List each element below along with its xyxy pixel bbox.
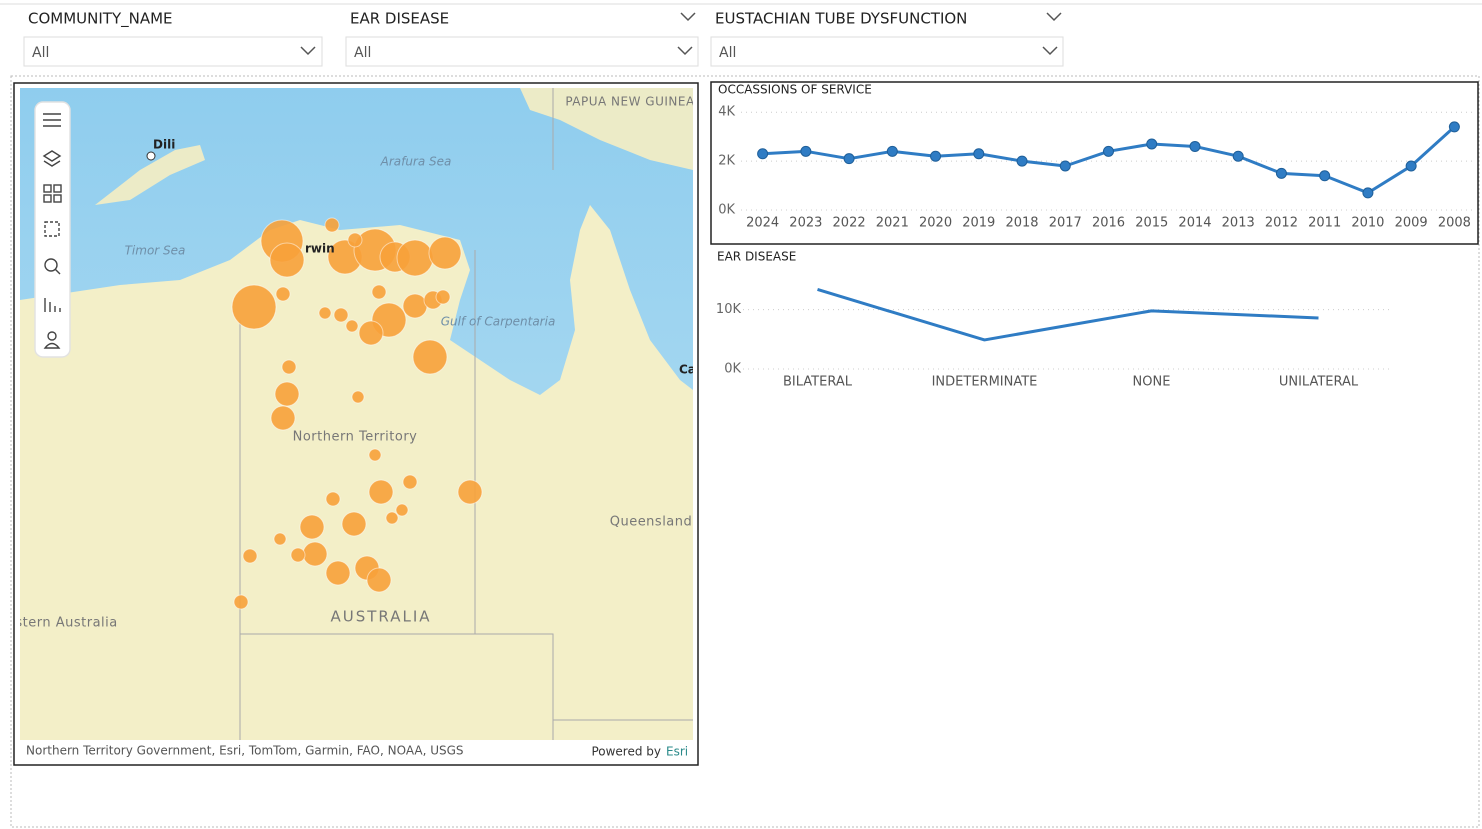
chart-title: OCCASSIONS OF SERVICE	[718, 83, 872, 97]
x-tick-label: 2023	[789, 216, 822, 231]
map-label: AUSTRALIA	[330, 608, 431, 626]
line	[817, 288, 1319, 342]
point	[1232, 150, 1244, 162]
x-tick-label: INDETERMINATE	[932, 375, 1038, 390]
search-icon[interactable]	[44, 258, 58, 272]
dropdown[interactable]	[345, 36, 699, 67]
point	[800, 145, 812, 157]
x-tick-label: 2008	[1438, 216, 1471, 231]
y-tick-label: 2K	[718, 154, 735, 169]
x-tick-label: 2011	[1308, 216, 1341, 231]
attribution: Northern Territory Government, Esri, Tom…	[26, 744, 464, 758]
point	[1405, 160, 1417, 172]
y-tick-label: 0K	[724, 362, 741, 377]
map-label: rwin	[305, 242, 335, 256]
point	[1319, 170, 1331, 182]
bubbles	[231, 217, 483, 610]
grid-icon[interactable]	[43, 184, 52, 193]
map-label: Northern Territory	[293, 430, 418, 445]
x-tick-label: 2015	[1135, 216, 1168, 231]
point	[757, 148, 769, 160]
y-tick-label: 4K	[718, 105, 735, 120]
x-tick-label: 2020	[919, 216, 952, 231]
x-tick-label: 2019	[962, 216, 995, 231]
land	[20, 205, 693, 740]
x-tick-label: BILATERAL	[783, 375, 853, 390]
map-toolbar	[34, 101, 71, 358]
map-label: Queensland	[610, 515, 693, 530]
dropdown-value: All	[354, 45, 371, 61]
esri-link[interactable]: Esri	[666, 745, 688, 759]
powered-by: Powered by	[591, 745, 661, 759]
x-tick-label: 2024	[746, 216, 779, 231]
x-tick-label: 2018	[1005, 216, 1038, 231]
layers-icon[interactable]	[42, 150, 62, 167]
line	[762, 125, 1456, 195]
chart-frame	[710, 81, 1479, 245]
x-tick-label: 2014	[1178, 216, 1211, 231]
land	[520, 88, 693, 170]
point	[886, 145, 898, 157]
map-label: Ca	[679, 363, 696, 377]
x-tick-label: 2017	[1049, 216, 1082, 231]
user-icon[interactable]	[47, 331, 57, 341]
point	[1275, 167, 1287, 179]
x-tick-label: 2016	[1092, 216, 1125, 231]
x-tick-label: NONE	[1133, 375, 1171, 390]
point	[1146, 138, 1158, 150]
island	[95, 145, 205, 205]
dropdown-value: All	[719, 45, 736, 61]
dropdown[interactable]	[710, 36, 1064, 67]
city-dot	[146, 151, 156, 161]
point	[1189, 140, 1201, 152]
map-label: Western Australia	[0, 616, 118, 631]
point	[1016, 155, 1028, 167]
x-tick-label: UNILATERAL	[1279, 375, 1359, 390]
x-tick-label: 2013	[1222, 216, 1255, 231]
map-label: PAPUA NEW GUINEA	[565, 95, 695, 109]
filter-label: COMMUNITY_NAME	[28, 10, 173, 29]
chevron	[677, 46, 693, 56]
filter[interactable]: EUSTACHIAN TUBE DYSFUNCTION All	[710, 10, 1064, 67]
map-label: Gulf of Carpentaria	[441, 315, 556, 329]
x-tick-label: 2012	[1265, 216, 1298, 231]
page-frame	[10, 75, 1480, 828]
filter-label: EAR DISEASE	[350, 10, 449, 28]
point	[1448, 121, 1460, 133]
chevron	[1046, 12, 1062, 22]
border	[239, 88, 693, 740]
point	[1059, 160, 1071, 172]
chevron	[680, 12, 696, 22]
map[interactable]: PAPUA NEW GUINEA Dili Arafura Sea Timor …	[0, 88, 696, 764]
y-tick-label: 0K	[718, 203, 735, 218]
filter-label: EUSTACHIAN TUBE DYSFUNCTION	[715, 10, 967, 28]
filter[interactable]: COMMUNITY_NAME All	[23, 10, 323, 67]
chart-icon[interactable]	[44, 298, 61, 312]
select-icon[interactable]	[44, 221, 60, 237]
point	[930, 150, 942, 162]
x-tick-label: 2022	[833, 216, 866, 231]
map-label: Arafura Sea	[380, 155, 452, 169]
y-tick-label: 10K	[716, 302, 742, 317]
attribution-bar	[20, 740, 693, 764]
point	[1103, 145, 1114, 157]
map-label: Timor Sea	[125, 244, 186, 258]
chevron	[300, 46, 316, 56]
dropdown-value: All	[32, 45, 49, 61]
map-label: Dili	[153, 138, 175, 152]
chevron	[1042, 46, 1058, 56]
menu-icon[interactable]	[43, 113, 61, 127]
point	[843, 153, 855, 165]
dropdown[interactable]	[23, 36, 323, 67]
x-tick-label: 2010	[1351, 216, 1384, 231]
chart-title: EAR DISEASE	[717, 250, 796, 264]
x-tick-label: 2009	[1395, 216, 1428, 231]
point	[973, 148, 985, 160]
x-tick-label: 2021	[876, 216, 909, 231]
point	[1362, 187, 1374, 199]
filter[interactable]: EAR DISEASE All	[345, 10, 699, 67]
